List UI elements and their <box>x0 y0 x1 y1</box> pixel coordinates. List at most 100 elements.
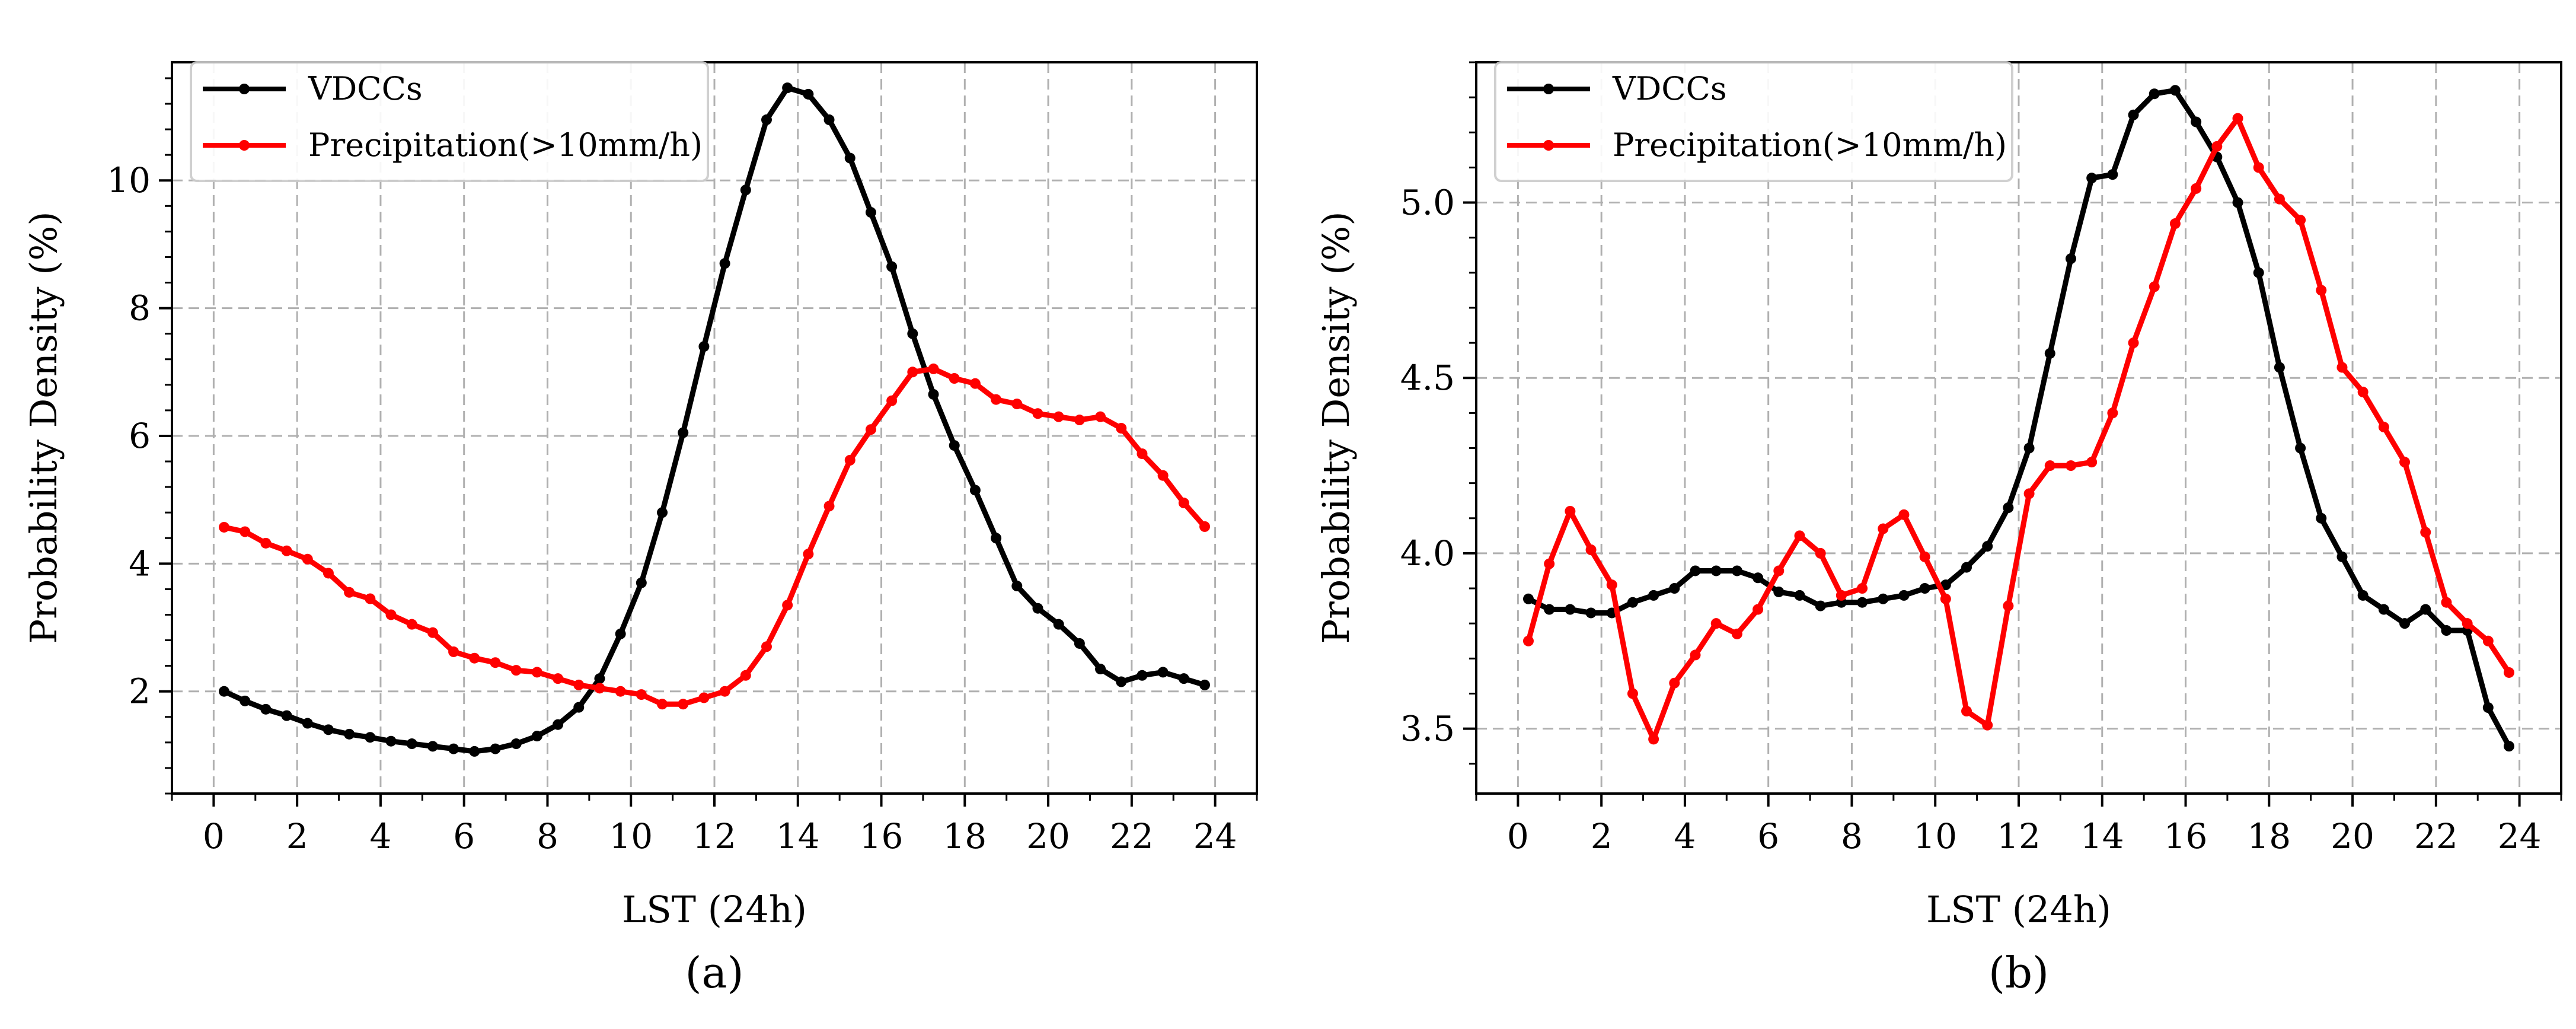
data-point-vdccs-a <box>719 258 730 269</box>
data-point-vdccs-b <box>2399 618 2411 629</box>
y-tick-label-b: 4.0 <box>1400 533 1455 574</box>
data-point-vdccs-a <box>260 703 272 715</box>
data-point-precipitation-a <box>553 673 564 684</box>
data-point-precipitation-a <box>928 363 939 374</box>
series-layer-a <box>218 82 1211 757</box>
x-tick-label-b: 20 <box>2331 816 2374 856</box>
data-point-vdccs-b <box>2274 362 2285 373</box>
x-axis-label-a: LST (24h) <box>622 888 807 931</box>
data-point-vdccs-b <box>2128 109 2139 120</box>
data-point-precipitation-b <box>2295 215 2306 226</box>
data-point-precipitation-a <box>803 549 814 560</box>
data-point-vdccs-b <box>1982 541 1993 552</box>
data-point-precipitation-b <box>2399 457 2411 468</box>
data-point-precipitation-b <box>2169 218 2181 230</box>
data-point-precipitation-b <box>2441 597 2452 608</box>
data-point-precipitation-a <box>949 373 960 384</box>
data-point-precipitation-a <box>1157 470 1169 481</box>
data-point-precipitation-b <box>1878 523 1889 534</box>
data-point-vdccs-b <box>1753 572 1764 584</box>
data-point-vdccs-a <box>803 88 814 100</box>
y-tick-label-a: 6 <box>129 416 151 456</box>
data-point-precipitation-a <box>427 627 438 638</box>
data-point-vdccs-b <box>1878 593 1889 604</box>
data-point-precipitation-a <box>678 699 689 710</box>
data-point-precipitation-b <box>2462 618 2473 629</box>
data-point-vdccs-a <box>323 724 334 735</box>
data-point-precipitation-a <box>531 667 542 678</box>
data-point-precipitation-b <box>2003 600 2014 611</box>
data-point-vdccs-a <box>1116 676 1127 687</box>
data-point-vdccs-b <box>2441 625 2452 636</box>
data-point-vdccs-a <box>406 738 417 750</box>
data-point-precipitation-b <box>2065 460 2076 472</box>
data-point-vdccs-a <box>823 114 835 125</box>
data-point-vdccs-a <box>678 427 689 438</box>
data-point-precipitation-b <box>1794 530 1805 541</box>
data-point-precipitation-a <box>1053 411 1064 422</box>
data-point-precipitation-b <box>1940 593 1951 604</box>
data-point-vdccs-a <box>1053 619 1064 630</box>
data-point-vdccs-a <box>782 82 793 94</box>
data-point-precipitation-a <box>344 587 355 598</box>
data-point-precipitation-a <box>907 367 918 378</box>
data-point-vdccs-a <box>1137 670 1148 681</box>
data-point-vdccs-b <box>1585 607 1597 619</box>
data-point-vdccs-b <box>2023 442 2035 454</box>
x-tick-label-a: 2 <box>286 816 308 856</box>
data-point-vdccs-b <box>2086 173 2098 184</box>
data-point-vdccs-b <box>2378 604 2389 615</box>
data-point-precipitation-a <box>782 600 793 611</box>
data-point-vdccs-a <box>531 731 542 742</box>
x-tick-label-a: 20 <box>1026 816 1070 856</box>
data-point-precipitation-a <box>886 395 898 406</box>
x-tick-label-a: 14 <box>776 816 820 856</box>
data-point-precipitation-b <box>2253 162 2264 173</box>
data-point-vdccs-a <box>636 577 647 588</box>
data-point-precipitation-a <box>1116 423 1127 434</box>
data-point-precipitation-a <box>1095 411 1106 422</box>
data-point-precipitation-b <box>1565 505 1576 517</box>
data-point-vdccs-a <box>991 533 1002 544</box>
x-tick-label-a: 8 <box>537 816 558 856</box>
data-point-precipitation-b <box>2191 183 2202 194</box>
data-point-precipitation-a <box>365 593 376 604</box>
data-point-vdccs-b <box>1961 562 1972 573</box>
data-point-vdccs-a <box>448 743 459 754</box>
x-tick-label-a: 4 <box>369 816 391 856</box>
x-tick-label-b: 18 <box>2247 816 2291 856</box>
data-point-vdccs-a <box>365 732 376 743</box>
data-point-precipitation-b <box>1982 719 1993 731</box>
data-point-vdccs-a <box>1032 603 1043 614</box>
data-point-vdccs-a <box>740 184 751 196</box>
data-point-precipitation-b <box>2357 386 2368 397</box>
data-point-precipitation-b <box>1544 558 1555 569</box>
data-point-precipitation-b <box>1522 635 1534 646</box>
data-point-precipitation-b <box>2482 635 2494 646</box>
x-tick-label-b: 14 <box>2080 816 2124 856</box>
data-point-vdccs-b <box>2044 348 2055 359</box>
data-point-vdccs-b <box>2316 512 2327 524</box>
data-point-precipitation-b <box>1627 688 1638 699</box>
data-point-vdccs-b <box>1627 597 1638 608</box>
data-point-vdccs-b <box>1773 586 1785 597</box>
data-point-vdccs-a <box>281 710 292 721</box>
data-point-vdccs-a <box>240 695 251 706</box>
data-point-vdccs-b <box>2149 88 2160 100</box>
data-point-precipitation-b <box>2044 460 2055 472</box>
x-tick-label-a: 24 <box>1193 816 1237 856</box>
y-tick-label-b: 3.5 <box>1400 709 1455 749</box>
data-point-precipitation-b <box>2274 193 2285 205</box>
y-tick-label-b: 5.0 <box>1400 183 1455 223</box>
legend-marker-precip-a <box>239 140 250 151</box>
panel-label-a: (a) <box>685 948 743 998</box>
data-point-precipitation-b <box>1753 604 1764 615</box>
data-point-precipitation-a <box>991 394 1002 405</box>
x-tick-label-a: 12 <box>692 816 736 856</box>
x-tick-label-b: 8 <box>1841 816 1863 856</box>
data-point-precipitation-b <box>1961 706 1972 717</box>
data-point-precipitation-b <box>2211 141 2223 152</box>
data-point-precipitation-a <box>761 641 772 652</box>
